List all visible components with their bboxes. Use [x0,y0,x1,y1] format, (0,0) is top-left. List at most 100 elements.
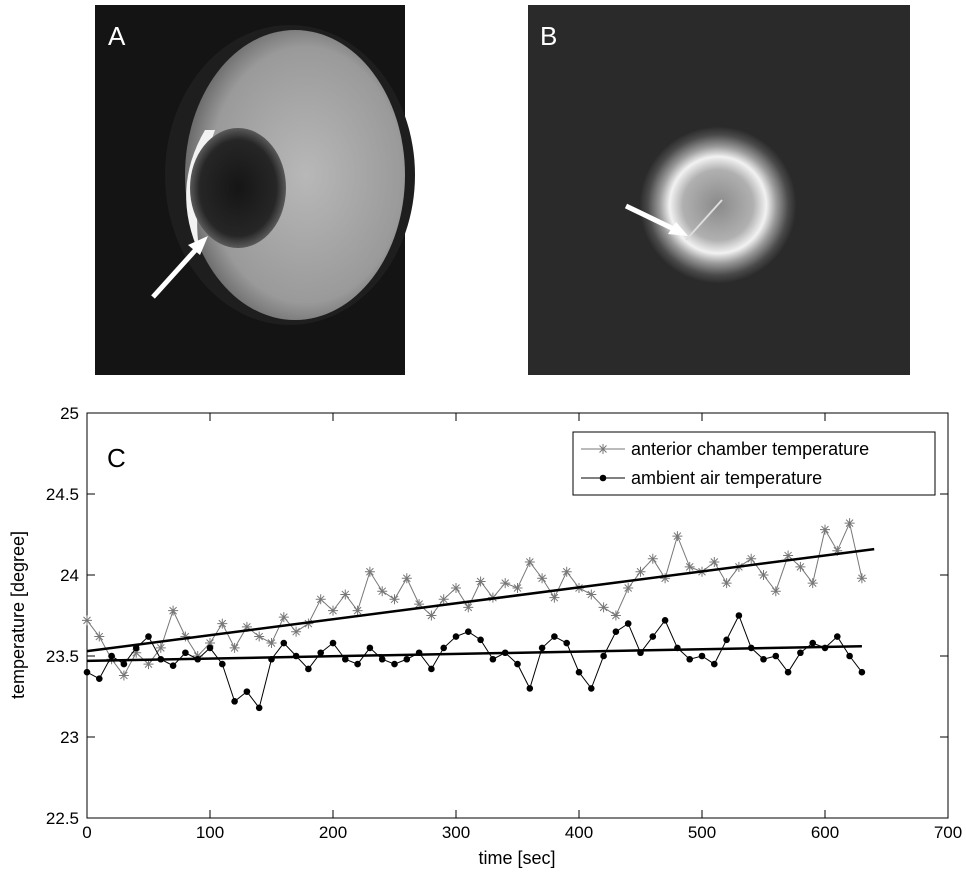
point-marker [844,518,855,529]
point-marker [797,649,804,657]
point-marker [526,685,534,692]
point-marker [241,621,252,632]
point-marker [96,675,103,682]
point-marker [169,662,177,670]
point-marker [512,582,523,593]
point-marker [477,636,484,644]
point-marker [377,586,388,597]
point-marker [783,550,794,561]
point-marker [132,644,140,652]
point-marker [254,631,265,642]
point-marker [229,642,240,653]
trend-line [86,547,875,653]
point-marker [623,582,634,593]
x-tick-label: 500 [688,823,716,842]
point-marker [647,553,658,564]
point-marker [94,631,105,642]
point-marker [426,610,437,621]
point-marker [438,594,449,605]
point-marker [266,638,277,649]
point-marker [451,582,461,593]
point-marker [243,688,251,695]
legend-label: ambient air temperature [631,468,822,488]
point-marker [858,668,866,676]
point-marker [538,644,546,652]
y-tick-label: 24.5 [46,485,79,504]
legend-label: anterior chamber temperature [631,439,869,459]
point-marker [452,633,460,640]
point-marker [219,660,226,668]
point-marker [342,655,349,663]
point-marker [760,655,767,663]
point-marker [440,644,448,652]
y-tick-label: 24 [60,566,79,585]
point-marker [684,561,695,572]
point-marker [401,573,412,584]
point-marker [155,642,166,653]
point-marker [524,557,535,568]
point-marker [168,605,179,616]
point-marker [389,594,400,605]
point-marker [231,698,238,705]
point-marker [83,668,91,676]
point-marker [586,589,597,600]
point-marker [182,649,189,657]
point-marker [317,649,325,657]
point-marker [500,578,511,589]
point-marker [206,644,214,652]
point-marker [772,652,780,660]
x-axis-label: time [sec] [478,848,555,868]
point-marker [612,628,620,635]
point-marker [807,578,818,589]
point-marker [575,668,583,676]
point-marker [661,617,669,624]
trend-line [86,645,862,663]
panel-label: B [540,21,557,51]
x-tick-label: 100 [196,823,224,842]
point-marker [354,660,361,668]
y-tick-label: 25 [60,404,79,423]
point-marker [291,626,302,637]
x-tick-label: 600 [811,823,839,842]
legend-box [572,431,936,496]
point-marker [352,605,363,616]
point-marker [328,605,338,616]
image-b: B [528,5,910,375]
point-marker [698,652,706,660]
point-marker [329,639,337,647]
point-marker [784,668,792,676]
point-marker [832,545,843,556]
point-marker [846,652,853,660]
point-marker [610,610,621,621]
point-marker [600,652,607,660]
point-marker [563,639,570,647]
point-marker [463,602,474,613]
point-marker [551,633,558,640]
y-tick-label: 22.5 [46,809,79,828]
point-marker [120,660,128,668]
series-line [86,614,863,709]
point-marker [305,665,312,673]
point-marker [414,599,425,610]
point-marker [795,561,806,572]
point-marker [82,615,92,626]
x-tick-label: 400 [565,823,593,842]
point-marker [686,655,693,663]
point-marker [428,665,435,673]
legend-marker [598,444,608,454]
x-tick-label: 200 [319,823,347,842]
point-marker [598,602,609,613]
point-marker [711,660,718,668]
point-marker [561,566,572,577]
point-marker [709,557,720,568]
point-marker [378,655,386,663]
x-tick-label: 300 [442,823,470,842]
point-marker [143,659,154,670]
point-marker [735,612,743,619]
point-marker [624,620,632,627]
point-marker [364,566,375,577]
point-marker [403,655,411,663]
point-marker [834,633,841,640]
